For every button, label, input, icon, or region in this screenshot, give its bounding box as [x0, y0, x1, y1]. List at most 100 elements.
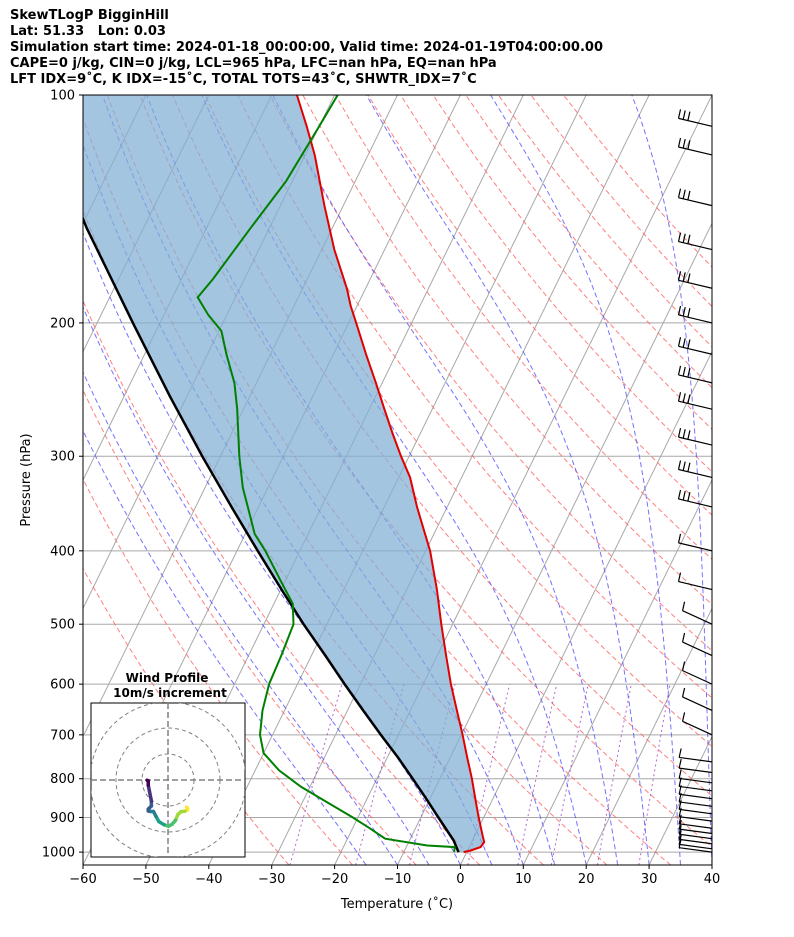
y-tick-label: 300	[50, 450, 75, 465]
wind-barb-flag	[687, 140, 691, 150]
wind-barb-flag	[682, 138, 686, 149]
wind-barb	[677, 392, 713, 410]
wind-barb-flag	[677, 533, 682, 544]
wind-barb	[678, 748, 713, 763]
wind-barb	[677, 337, 713, 355]
wind-barb-staff	[679, 793, 713, 800]
y-tick-label: 100	[50, 89, 75, 104]
wind-barb-flag	[687, 492, 691, 502]
wind-barb-staff	[679, 843, 713, 850]
wind-barb-flag	[681, 601, 686, 611]
wind-barb-staff	[679, 838, 713, 845]
x-tick-label: −50	[132, 872, 159, 887]
wind-barb	[677, 232, 713, 251]
wind-barb	[678, 758, 713, 774]
wind-barb-flag	[677, 489, 682, 500]
dry-adiabat	[269, 95, 712, 652]
x-tick-label: 40	[704, 872, 721, 887]
x-axis-label: Temperature (˚C)	[340, 896, 453, 912]
y-tick-label: 900	[50, 811, 75, 826]
wind-barb-staff	[678, 345, 713, 355]
wind-barb-flag	[678, 819, 682, 830]
wind-barb-flag	[687, 273, 691, 283]
wind-barb-flag	[677, 188, 682, 198]
wind-barb-flag	[687, 339, 691, 349]
x-tick-label: −60	[69, 872, 96, 887]
wind-barb-flag	[677, 365, 682, 376]
wind-barb-staff	[678, 581, 713, 591]
wind-barb-flag	[681, 687, 686, 698]
y-tick-label: 400	[50, 544, 75, 559]
chart-title: SkewTLogP BigginHill	[10, 8, 169, 23]
moist-adiabat	[83, 429, 367, 865]
wind-barb-flag	[677, 109, 682, 119]
mixing-ratio-line	[289, 683, 343, 865]
wind-barb-flag	[682, 366, 686, 377]
wind-barb	[677, 305, 713, 324]
wind-barb-flag	[687, 190, 691, 201]
chart-title-block: SkewTLogP BigginHill Lat: 51.33 Lon: 0.0…	[10, 8, 603, 88]
wind-barb-flag	[687, 394, 691, 404]
dry-adiabat	[83, 299, 481, 865]
wind-barb-flag	[681, 712, 686, 722]
inset-title: Wind Profile	[126, 671, 209, 685]
wind-barb-flag	[677, 428, 682, 438]
isotherm-gridline	[83, 95, 84, 97]
wind-barb	[681, 601, 713, 625]
wind-barb-flag	[677, 305, 682, 316]
wind-barb-staff	[678, 241, 713, 251]
wind-barb-flag	[682, 393, 686, 403]
wind-barb	[681, 632, 713, 657]
y-tick-label: 800	[50, 772, 75, 787]
wind-barb-staff	[678, 468, 713, 479]
wind-barb	[677, 572, 713, 591]
dry-adiabat	[302, 95, 712, 606]
wind-barb-staff	[679, 785, 713, 792]
dry-adiabat	[334, 95, 712, 560]
moist-adiabat	[365, 95, 650, 865]
moist-adiabat	[490, 95, 681, 865]
indices-line-1: CAPE=0 j/kg, CIN=0 j/kg, LCL=965 hPa, LF…	[10, 56, 497, 71]
wind-barb-staff	[678, 314, 713, 324]
wind-barb	[677, 460, 713, 479]
wind-barb-flag	[682, 189, 686, 199]
x-tick-label: −40	[195, 872, 222, 887]
isotherm-gridline	[0, 95, 20, 865]
y-tick-label: 500	[50, 618, 75, 633]
wind-barb-flag	[677, 392, 682, 402]
x-tick-label: 0	[456, 872, 464, 887]
wind-barb-flag	[687, 111, 691, 121]
wind-barb-staff	[682, 610, 713, 625]
y-tick-label: 700	[50, 728, 75, 743]
cin-shaded-area	[83, 95, 485, 853]
x-tick-label: −10	[384, 872, 411, 887]
wind-barb-flag	[678, 758, 682, 769]
wind-barb-flag	[687, 234, 691, 244]
wind-barb-staff	[682, 720, 713, 736]
moist-adiabat	[83, 370, 398, 865]
isotherm-gridline	[648, 735, 712, 865]
wind-barb-staff	[679, 808, 713, 815]
wind-barb-staff	[678, 197, 713, 207]
x-tick-label: −20	[321, 872, 348, 887]
time-line: Simulation start time: 2024-01-18_00:00:…	[10, 40, 603, 55]
dry-adiabat	[83, 388, 417, 865]
wind-barb-flag	[687, 308, 691, 318]
y-axis-label: Pressure (hPa)	[19, 433, 34, 526]
wind-barb	[677, 109, 713, 127]
wind-barb-flag	[682, 338, 686, 348]
isotherm-gridline	[271, 95, 650, 865]
wind-barb-flag	[677, 572, 682, 582]
wind-barb-staff	[679, 767, 713, 774]
moist-adiabat	[272, 95, 619, 865]
wind-barb-flag	[682, 490, 686, 501]
wind-barb-flag	[677, 137, 682, 148]
wind-barb-flag	[687, 430, 691, 440]
wind-barb-flag	[681, 632, 686, 643]
mixing-ratio-line	[467, 683, 511, 865]
y-tick-label: 600	[50, 678, 75, 693]
wind-barb-flag	[682, 429, 686, 439]
moist-adiabat	[83, 305, 430, 865]
wind-barb-staff	[679, 823, 713, 829]
